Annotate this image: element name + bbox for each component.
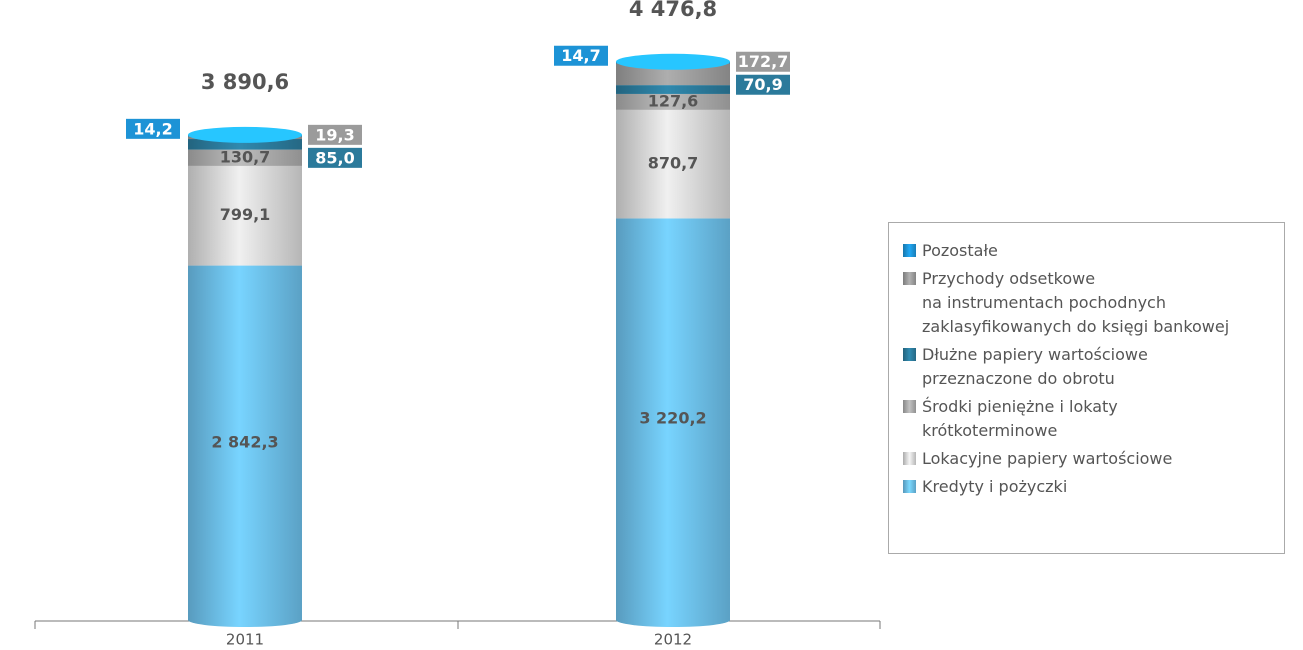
legend-entry: Środki pieniężne i lokaty krótkoterminow… bbox=[903, 395, 1284, 443]
x-tick-label: 2011 bbox=[226, 631, 264, 649]
data-label: 70,9 bbox=[743, 75, 782, 94]
legend-entry: Lokacyjne papiery wartościowe bbox=[903, 447, 1284, 471]
segment bbox=[616, 109, 730, 219]
legend-swatch bbox=[903, 348, 916, 361]
segment bbox=[188, 139, 302, 150]
legend-swatch bbox=[903, 272, 916, 285]
data-label: 799,1 bbox=[220, 205, 271, 224]
cylinder-cap bbox=[188, 126, 302, 143]
legend-label: Środki pieniężne i lokaty krótkoterminow… bbox=[922, 397, 1118, 440]
total-label: 4 476,8 bbox=[629, 0, 717, 21]
data-label: 14,2 bbox=[133, 119, 172, 138]
legend-swatch bbox=[903, 244, 916, 257]
legend-swatch bbox=[903, 480, 916, 493]
label-box bbox=[554, 45, 608, 66]
legend-swatch bbox=[903, 452, 916, 465]
legend-label: Przychody odsetkowe na instrumentach poc… bbox=[922, 269, 1230, 336]
data-label: 2 842,3 bbox=[211, 432, 278, 451]
segment bbox=[616, 93, 730, 110]
segment bbox=[188, 265, 302, 620]
legend-swatch bbox=[903, 400, 916, 413]
legend-entry: Przychody odsetkowe na instrumentach poc… bbox=[903, 267, 1284, 339]
segment bbox=[188, 149, 302, 166]
segment bbox=[616, 85, 730, 94]
legend-entry: Kredyty i pożyczki bbox=[903, 475, 1284, 499]
legend: Pozostałe Przychody odsetkowe na instrume… bbox=[888, 222, 1285, 554]
legend-entry: Dłużne papiery wartościowe przeznaczone … bbox=[903, 343, 1284, 391]
data-label: 127,6 bbox=[648, 91, 699, 110]
cylinder-cap bbox=[616, 53, 730, 70]
data-label: 870,7 bbox=[648, 154, 699, 173]
label-box bbox=[126, 118, 180, 139]
legend-entry: Pozostałe bbox=[903, 239, 1284, 263]
data-label: 172,7 bbox=[738, 52, 789, 71]
legend-label: Lokacyjne papiery wartościowe bbox=[922, 449, 1173, 468]
label-box bbox=[736, 74, 790, 95]
data-label: 14,7 bbox=[561, 46, 600, 65]
segment bbox=[616, 218, 730, 621]
segment bbox=[188, 165, 302, 266]
x-tick-label: 2012 bbox=[654, 631, 692, 649]
legend-label: Kredyty i pożyczki bbox=[922, 477, 1068, 496]
label-box bbox=[736, 51, 790, 72]
chart: 2 842,3 799,1 130,7 85,0 19,3 14,2 3 890,6 2011… bbox=[34, 0, 881, 649]
total-label: 3 890,6 bbox=[201, 70, 289, 94]
data-label: 130,7 bbox=[220, 147, 271, 166]
segment bbox=[616, 63, 730, 86]
data-label: 3 220,2 bbox=[639, 409, 706, 428]
label-box bbox=[308, 147, 362, 168]
data-label: 85,0 bbox=[315, 148, 354, 167]
legend-label: Dłużne papiery wartościowe przeznaczone … bbox=[922, 345, 1148, 388]
label-box bbox=[308, 124, 362, 145]
legend-label: Pozostałe bbox=[922, 241, 998, 260]
data-label: 19,3 bbox=[315, 125, 354, 144]
